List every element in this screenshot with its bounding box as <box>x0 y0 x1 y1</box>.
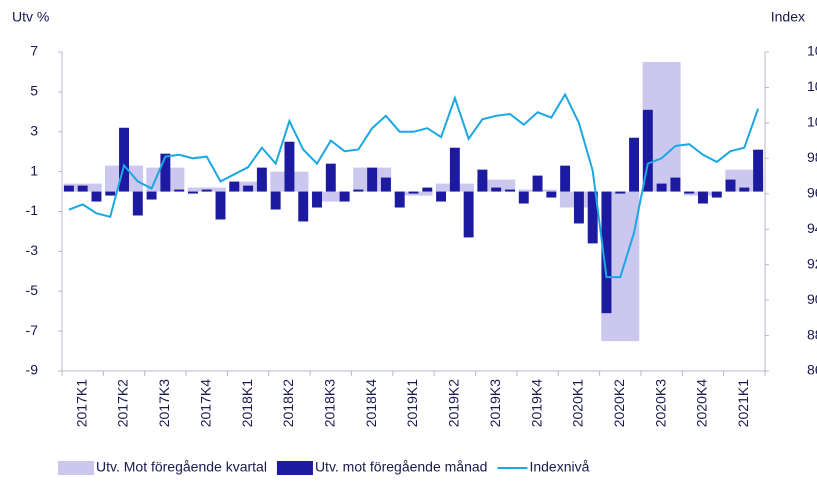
bar <box>146 191 157 200</box>
x-tick-label: 2020K4 <box>694 379 710 427</box>
bar <box>394 191 405 208</box>
y-tick-label: -3 <box>26 242 39 258</box>
y-tick-label: -9 <box>26 362 39 378</box>
bar <box>408 191 419 194</box>
y-tick-label: 3 <box>30 122 38 138</box>
x-tick-label: 2019K4 <box>528 379 544 427</box>
bar <box>725 179 736 192</box>
y-tick-label: -1 <box>26 202 39 218</box>
y2-tick-label: 86 <box>807 362 817 378</box>
bar <box>642 109 653 192</box>
bar <box>739 187 750 192</box>
bar <box>229 181 240 192</box>
bar <box>367 167 378 192</box>
bar <box>312 191 322 208</box>
y2-tick-label: 92 <box>807 255 817 271</box>
bar <box>325 163 336 192</box>
x-tick-label: 2017K3 <box>156 379 172 427</box>
bar <box>243 185 254 192</box>
x-tick-label: 2018K4 <box>363 379 379 427</box>
bar <box>477 169 488 192</box>
y2-tick-label: 98 <box>807 149 817 165</box>
bar <box>256 167 267 192</box>
y2-axis-title: Index <box>771 9 805 25</box>
bar <box>284 141 295 192</box>
legend-label: Utv. mot föregående månad <box>315 459 488 475</box>
bar <box>491 187 502 192</box>
x-tick-label: 2017K2 <box>115 379 131 427</box>
bar <box>77 185 88 192</box>
y2-tick-label: 94 <box>807 220 817 236</box>
bar <box>505 189 515 192</box>
legend-swatch <box>276 461 313 475</box>
x-tick-label: 2017K1 <box>73 379 89 427</box>
bar <box>587 191 598 244</box>
bar <box>215 191 226 220</box>
y-axis-title: Utv % <box>12 9 49 25</box>
bar <box>463 191 474 238</box>
bar <box>91 191 102 202</box>
bar <box>698 191 708 204</box>
bar <box>119 127 129 192</box>
bar <box>380 177 391 192</box>
y-tick-label: 1 <box>30 162 38 178</box>
bar <box>629 137 640 192</box>
bar <box>311 191 350 202</box>
bar <box>684 191 695 194</box>
x-tick-label: 2017K4 <box>197 379 213 427</box>
bar <box>711 191 722 198</box>
bar <box>601 191 612 314</box>
x-tick-label: 2020K2 <box>611 379 627 427</box>
y2-tick-label: 104 <box>807 43 817 59</box>
bar <box>656 183 667 192</box>
bar <box>174 189 185 192</box>
bar <box>132 191 143 216</box>
bar <box>270 191 281 210</box>
x-tick-label: 2019K3 <box>487 379 503 427</box>
line <box>68 92 760 279</box>
bar <box>546 191 557 198</box>
bar <box>670 177 681 192</box>
bar <box>201 189 212 192</box>
bar <box>422 187 433 192</box>
bar <box>753 149 764 192</box>
bar <box>518 191 529 204</box>
legend-label: Utv. Mot föregående kvartal <box>96 459 267 475</box>
legend-swatch <box>58 461 94 475</box>
bar <box>573 191 584 224</box>
bar <box>449 147 460 192</box>
bar <box>160 153 171 192</box>
x-tick-label: 2018K1 <box>239 379 255 427</box>
x-tick-label: 2020K1 <box>570 379 586 427</box>
x-tick-label: 2019K1 <box>404 379 420 427</box>
y2-tick-label: 96 <box>807 184 817 200</box>
y-tick-label: 5 <box>30 83 38 99</box>
bar <box>532 175 543 192</box>
bar <box>105 191 116 196</box>
x-tick-label: 2018K2 <box>280 379 296 427</box>
bar <box>63 185 74 192</box>
x-tick-label: 2020K3 <box>652 379 668 427</box>
bar <box>477 179 516 192</box>
y2-tick-label: 100 <box>807 114 817 130</box>
bar <box>187 191 198 194</box>
y2-tick-label: 102 <box>807 78 817 94</box>
x-tick-label: 2019K2 <box>446 379 462 427</box>
y-tick-label: 7 <box>30 43 38 59</box>
bar <box>560 165 571 192</box>
bar <box>298 191 309 222</box>
y2-tick-label: 88 <box>807 326 817 342</box>
x-tick-label: 2021K1 <box>735 379 751 427</box>
y2-tick-label: 90 <box>807 291 817 307</box>
y-tick-label: -5 <box>26 282 39 298</box>
bar <box>353 189 364 192</box>
bar <box>436 191 447 202</box>
x-tick-label: 2018K3 <box>321 379 337 427</box>
bar <box>615 191 626 194</box>
y-tick-label: -7 <box>26 322 39 338</box>
legend-label: Indexnivå <box>529 459 589 475</box>
bar <box>339 191 350 202</box>
